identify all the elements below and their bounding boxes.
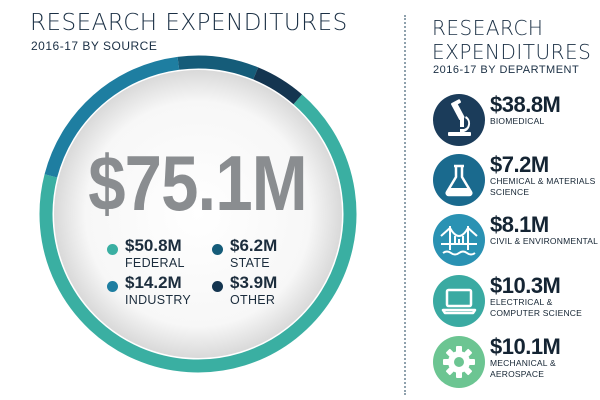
panel-divider bbox=[404, 15, 406, 395]
right-subtitle: 2016-17 BY DEPARTMENT bbox=[433, 64, 580, 76]
legend-dot-state bbox=[212, 244, 223, 255]
dept-icon-badge-biomedical bbox=[433, 94, 485, 146]
dept-icon-badge-mechanical bbox=[433, 336, 485, 388]
dept-value-biomedical: $38.8M bbox=[490, 92, 561, 117]
dept-label-electrical: ELECTRICAL & COMPUTER SCIENCE bbox=[490, 297, 582, 318]
right-title: RESEARCH EXPENDITURES bbox=[432, 16, 591, 64]
left-subtitle: 2016-17 BY SOURCE bbox=[31, 39, 158, 53]
flask-icon bbox=[445, 164, 473, 197]
dept-value-mechanical: $10.1M bbox=[490, 334, 561, 359]
dept-row-civil: $8.1M CIVIL & ENVIRONMENTAL bbox=[433, 212, 598, 266]
total-amount: $75.1M bbox=[88, 139, 307, 227]
microscope-icon bbox=[448, 99, 471, 136]
dept-label-mechanical: MECHANICAL & AEROSPACE bbox=[490, 358, 556, 379]
legend-dot-industry bbox=[107, 281, 118, 292]
legend-dot-federal bbox=[107, 244, 118, 255]
dept-label-chemical: CHEMICAL & MATERIALS SCIENCE bbox=[490, 176, 596, 197]
legend-label-federal: FEDERAL bbox=[125, 256, 185, 270]
dept-value-chemical: $7.2M bbox=[490, 152, 549, 177]
legend-value-industry: $14.2M bbox=[125, 273, 182, 292]
donut-segment-other bbox=[253, 67, 302, 105]
dept-row-chemical: $7.2M CHEMICAL & MATERIALS SCIENCE bbox=[433, 152, 595, 206]
dept-label-biomedical: BIOMEDICAL bbox=[490, 116, 545, 126]
legend-value-other: $3.9M bbox=[230, 273, 278, 292]
donut-chart bbox=[39, 55, 357, 373]
dept-label-civil: CIVIL & ENVIRONMENTAL bbox=[490, 236, 599, 246]
dept-value-civil: $8.1M bbox=[490, 212, 549, 237]
dept-row-electrical: $10.3M ELECTRICAL & COMPUTER SCIENCE bbox=[433, 273, 593, 327]
donut-segment-industry bbox=[44, 56, 180, 178]
legend-label-state: STATE bbox=[230, 256, 270, 270]
legend-value-federal: $50.8M bbox=[125, 236, 182, 255]
dept-value-electrical: $10.3M bbox=[490, 273, 561, 298]
donut-inner-disc bbox=[54, 70, 342, 358]
dept-icon-badge-chemical bbox=[433, 154, 485, 206]
right-title-line1: RESEARCH bbox=[432, 16, 544, 40]
donut-segment-federal bbox=[39, 94, 357, 373]
dept-icon-badge-civil bbox=[433, 214, 485, 266]
legend-value-state: $6.2M bbox=[230, 236, 278, 255]
legend-dot-other bbox=[212, 281, 223, 292]
left-title: RESEARCH EXPENDITURES bbox=[30, 10, 348, 36]
dept-icon-badge-electrical bbox=[433, 275, 485, 327]
legend-label-other: OTHER bbox=[230, 293, 276, 307]
bridge-icon bbox=[440, 226, 478, 256]
dept-row-biomedical: $38.8M BIOMEDICAL bbox=[433, 92, 593, 146]
dept-row-mechanical: $10.1M MECHANICAL & AEROSPACE bbox=[433, 334, 593, 388]
donut-segment-state bbox=[177, 55, 259, 80]
legend-label-industry: INDUSTRY bbox=[125, 293, 192, 307]
laptop-icon bbox=[441, 288, 477, 315]
gear-icon bbox=[443, 346, 475, 378]
right-title-line2: EXPENDITURES bbox=[432, 40, 592, 64]
